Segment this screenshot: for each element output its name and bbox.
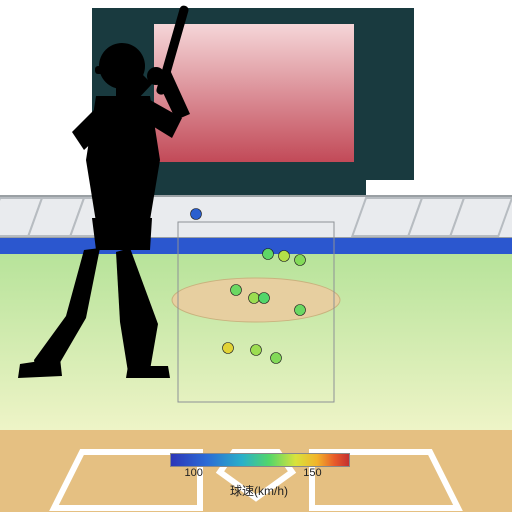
pitch-marker <box>271 353 282 364</box>
legend-ticks: 100 150 <box>170 467 348 481</box>
velocity-legend: 100 150 球速(km/h) <box>170 453 348 499</box>
legend-colorbar <box>170 453 350 467</box>
legend-title: 球速(km/h) <box>170 482 348 499</box>
legend-tick: 100 <box>185 467 203 479</box>
batter-silhouette <box>0 0 220 380</box>
pitch-marker <box>249 293 260 304</box>
legend-tick: 150 <box>303 467 321 479</box>
pitch-marker <box>251 345 262 356</box>
pitch-marker <box>231 285 242 296</box>
pitch-marker <box>295 305 306 316</box>
pitch-marker <box>223 343 234 354</box>
pitch-marker <box>295 255 306 266</box>
pitch-marker <box>259 293 270 304</box>
pitch-marker <box>263 249 274 260</box>
pitch-marker <box>279 251 290 262</box>
